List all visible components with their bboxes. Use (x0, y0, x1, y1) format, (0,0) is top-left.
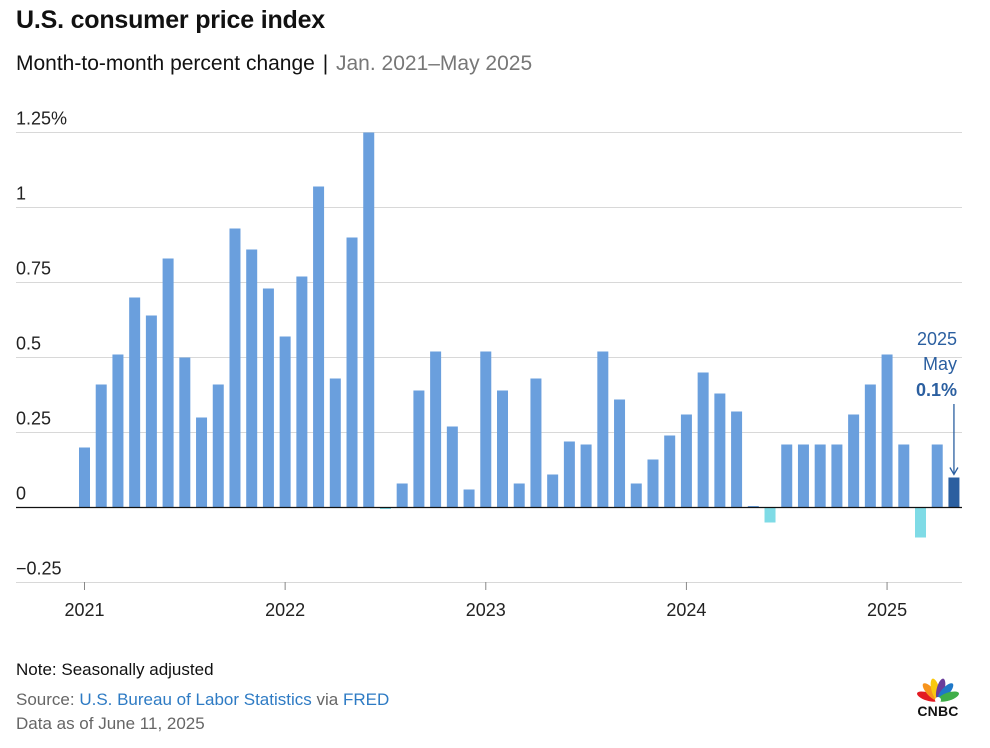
bar (647, 459, 659, 508)
bar (262, 288, 274, 508)
bar (848, 414, 860, 508)
source-link-fred[interactable]: FRED (342, 690, 390, 709)
chart-note: Note: Seasonally adjusted (16, 660, 214, 679)
bar (246, 249, 258, 508)
bar (931, 444, 943, 508)
annotation-month: May (923, 354, 957, 374)
chart-title: U.S. consumer price index (16, 6, 325, 34)
subtitle-main: Month-to-month percent change (16, 52, 315, 75)
bar (129, 297, 141, 508)
bar (530, 378, 542, 508)
chart-source: Source: U.S. Bureau of Labor Statistics … (16, 690, 389, 710)
bar (463, 489, 475, 508)
bar (79, 447, 90, 508)
bar (346, 237, 358, 508)
bar (112, 354, 124, 508)
bar (179, 357, 191, 508)
nbc-peacock-icon (917, 678, 959, 703)
x-tick-label: 2024 (666, 600, 706, 620)
y-tick-label: 1.25% (16, 109, 67, 129)
bar (547, 474, 559, 508)
bar (580, 444, 592, 508)
x-tick-label: 2021 (64, 600, 104, 620)
bar (731, 411, 743, 508)
y-tick-label: 0 (16, 484, 26, 504)
bar (714, 393, 726, 508)
bar (680, 414, 692, 508)
bar (614, 399, 626, 508)
subtitle-date-range: Jan. 2021–May 2025 (336, 52, 533, 75)
bar (396, 483, 408, 508)
bar (747, 506, 759, 508)
bar (948, 477, 960, 508)
bar (597, 351, 609, 508)
cnbc-logo-text: CNBC (917, 703, 959, 719)
cpi-bar-chart: −0.25 0 0.25 0.5 0.75 1 1.25% 2021 2022 2023 2024 2… (16, 109, 962, 620)
bar (881, 354, 893, 508)
bar (630, 483, 642, 508)
bar (212, 384, 224, 508)
y-tick-label: 1 (16, 184, 26, 204)
bar (446, 426, 458, 508)
annotation-year: 2025 (917, 329, 957, 349)
bar (313, 186, 325, 508)
bar (379, 507, 391, 509)
bar (413, 390, 425, 508)
bar (162, 258, 174, 508)
bar (915, 507, 926, 538)
bar (196, 417, 208, 508)
bar (697, 372, 709, 508)
bar (95, 384, 107, 508)
bar (664, 435, 676, 508)
y-tick-label: 0.75 (16, 259, 51, 279)
bar (430, 351, 442, 508)
bar (497, 390, 508, 508)
bar (831, 444, 843, 508)
bar (898, 444, 910, 508)
bar (480, 351, 492, 508)
x-tick-label: 2023 (466, 600, 506, 620)
bar (781, 444, 793, 508)
bar (864, 384, 876, 508)
data-as-of: Data as of June 11, 2025 (16, 714, 205, 733)
bar (229, 228, 241, 508)
x-tick-label: 2022 (265, 600, 305, 620)
bar (764, 507, 776, 523)
y-tick-label: −0.25 (16, 559, 62, 579)
bar (279, 336, 291, 508)
chart-subtitle: Month-to-month percent change | Jan. 202… (16, 52, 532, 76)
x-tick-label: 2025 (867, 600, 907, 620)
y-tick-label: 0.5 (16, 334, 41, 354)
bar (145, 315, 157, 508)
annotation-value: 0.1% (916, 380, 957, 400)
annotation-arrowhead (949, 467, 959, 476)
bar (797, 444, 809, 508)
source-via: via (311, 690, 343, 709)
y-tick-label: 0.25 (16, 409, 51, 429)
subtitle-separator: | (322, 52, 329, 75)
cnbc-logo: CNBC (908, 672, 968, 722)
bar (814, 444, 826, 508)
bar (363, 132, 375, 508)
bar (563, 441, 575, 508)
source-link-bls[interactable]: U.S. Bureau of Labor Statistics (79, 690, 312, 709)
bar (513, 483, 525, 508)
source-prefix: Source: (16, 690, 80, 709)
bar (296, 276, 308, 508)
bar (329, 378, 341, 508)
